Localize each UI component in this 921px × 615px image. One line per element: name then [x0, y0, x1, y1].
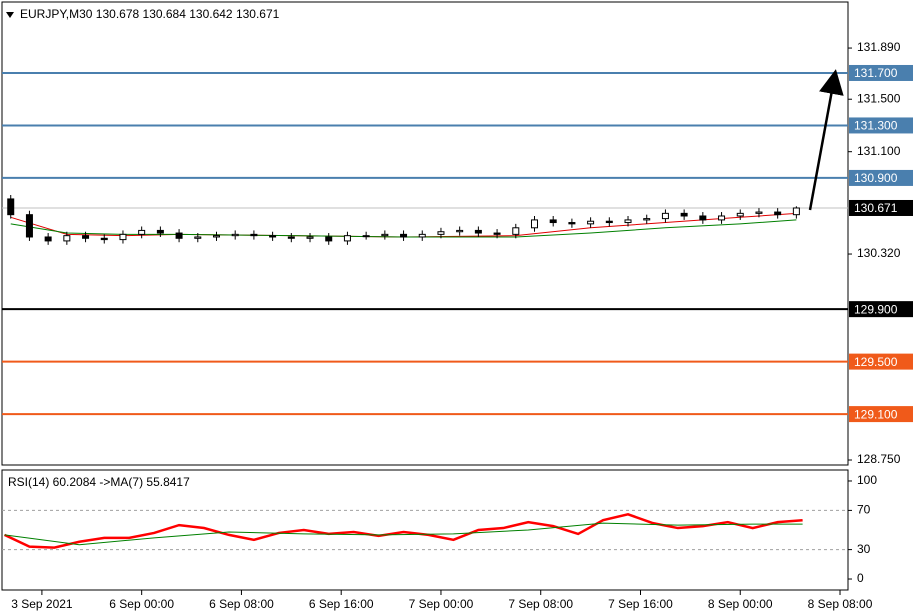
candle-body [699, 215, 707, 221]
menu-arrow[interactable] [6, 12, 14, 18]
rsi-line [4, 522, 803, 546]
x-tick-label: 8 Sep 08:00 [808, 597, 873, 611]
x-tick-label: 6 Sep 00:00 [109, 597, 174, 611]
candle-body [381, 233, 389, 237]
candle-body [400, 233, 408, 238]
level-label-box [849, 406, 913, 423]
candle-body [568, 222, 576, 225]
candle-body [736, 212, 744, 217]
rsi-line [3, 513, 803, 549]
x-tick-label: 7 Sep 00:00 [409, 597, 474, 611]
price-panel [1, 1, 849, 466]
y-tick-label: 131.500 [857, 91, 901, 105]
candle-body [82, 235, 90, 239]
candle-body [474, 229, 482, 234]
level-label-box [849, 117, 913, 134]
level-label: 129.100 [854, 407, 898, 421]
candle-body [7, 198, 15, 216]
candle-body [306, 236, 314, 239]
level-label: 129.500 [854, 355, 898, 369]
candle-body [63, 235, 71, 242]
x-tick-label: 7 Sep 16:00 [608, 597, 673, 611]
candle-body [269, 235, 277, 238]
level-label: 131.300 [854, 119, 898, 133]
y-tick-label: 70 [857, 503, 871, 517]
candle-body [175, 232, 183, 239]
candle-body [605, 220, 613, 224]
rsi-header: RSI(14) 60.2084 ->MA(7) 55.8417 [8, 475, 190, 489]
x-tick-label: 7 Sep 08:00 [508, 597, 573, 611]
candle-body [493, 232, 501, 235]
current-price-label: 130.671 [854, 201, 898, 215]
candle-body [343, 235, 351, 242]
candle-body [755, 211, 763, 214]
current-price-box [849, 199, 913, 216]
y-tick-label: 30 [857, 542, 871, 556]
candle-body [194, 236, 202, 239]
x-tick-label: 8 Sep 00:00 [708, 597, 773, 611]
level-label-box [849, 353, 913, 370]
y-tick-label: 128.750 [857, 452, 901, 466]
y-tick-label: 130.320 [857, 246, 901, 260]
level-label-box [849, 301, 913, 318]
candle-body [624, 219, 632, 224]
candle-body [792, 207, 800, 216]
candle-body [156, 229, 164, 234]
candle-body [138, 229, 146, 235]
candle-body [231, 233, 239, 237]
x-tick-label: 3 Sep 2021 [11, 597, 73, 611]
level-label: 131.700 [854, 66, 898, 80]
candle-body [287, 236, 295, 239]
candle-body [119, 233, 127, 241]
x-tick-label: 6 Sep 16:00 [309, 597, 374, 611]
price-header: EURJPY,M30 130.678 130.684 130.642 130.6… [20, 7, 280, 21]
candle-body [212, 235, 220, 238]
y-tick-label: 100 [857, 473, 877, 487]
candle-body [437, 231, 445, 235]
candle-body [44, 236, 52, 242]
candle-body [680, 212, 688, 217]
candle-body [456, 229, 464, 233]
level-label-box [849, 169, 913, 186]
level-label-box [849, 64, 913, 81]
rsi-panel [1, 469, 849, 591]
y-tick-label: 131.890 [857, 40, 901, 54]
candle-body [661, 212, 669, 220]
candle-body [25, 214, 33, 238]
candle-body [418, 233, 426, 238]
level-label: 130.900 [854, 171, 898, 185]
candle-body [100, 237, 108, 241]
x-tick-label: 6 Sep 08:00 [209, 597, 274, 611]
candle-body [250, 233, 258, 237]
candle-body [549, 219, 557, 224]
y-tick-label: 0 [857, 571, 864, 585]
candle-body [512, 227, 520, 235]
forecast-arrow [808, 69, 844, 211]
candle-body [587, 220, 595, 225]
candle-body [362, 235, 370, 238]
level-label: 129.900 [854, 302, 898, 316]
candle-body [718, 215, 726, 221]
y-tick-label: 131.100 [857, 144, 901, 158]
candle-body [325, 236, 333, 242]
candle-body [643, 218, 651, 221]
candle-body [530, 219, 538, 229]
candle-body [774, 211, 782, 216]
